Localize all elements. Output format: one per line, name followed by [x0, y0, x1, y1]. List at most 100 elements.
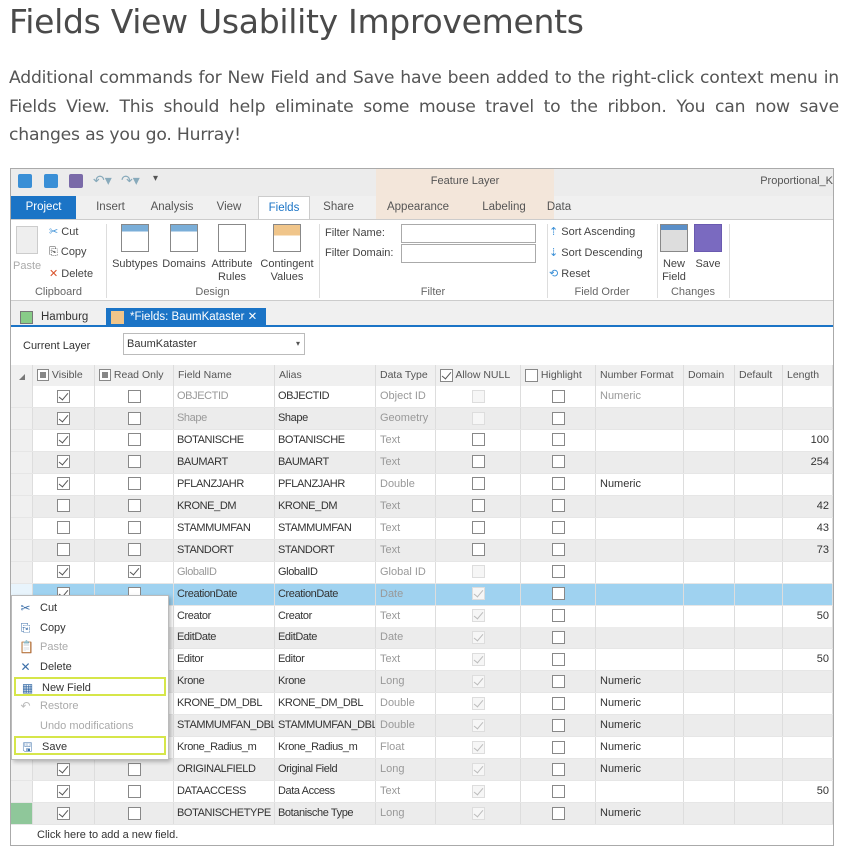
allow-null-cell[interactable] — [436, 583, 521, 605]
default-cell[interactable] — [735, 517, 783, 539]
alias-cell[interactable]: STAMMUMFAN — [275, 517, 376, 539]
length-cell[interactable] — [783, 693, 833, 715]
alias-cell[interactable]: CreationDate — [275, 583, 376, 605]
visible-cell[interactable] — [33, 517, 95, 539]
number-format-cell[interactable] — [596, 583, 684, 605]
table-row[interactable]: KRONE_DM KRONE_DM Text 42 — [11, 495, 833, 518]
field-name-cell[interactable]: CreationDate — [174, 583, 275, 605]
default-cell[interactable] — [735, 386, 783, 407]
tab-view[interactable]: View — [216, 201, 242, 213]
field-name-cell[interactable]: ORIGINALFIELD — [174, 759, 275, 781]
number-format-cell[interactable] — [596, 517, 684, 539]
data-type-cell[interactable]: Text — [376, 429, 436, 451]
table-row[interactable]: DATAACCESS Data Access Text 50 — [11, 781, 833, 804]
filter-domain-input[interactable] — [401, 244, 536, 263]
read-only-checkbox[interactable] — [127, 389, 141, 403]
visible-cell[interactable] — [33, 495, 95, 517]
column-header[interactable]: Field Name — [174, 365, 275, 386]
highlight-cell[interactable] — [521, 495, 596, 517]
data-type-cell[interactable]: Text — [376, 517, 436, 539]
default-cell[interactable] — [735, 781, 783, 803]
highlight-checkbox[interactable] — [551, 389, 565, 403]
number-format-cell[interactable]: Numeric — [596, 759, 684, 781]
contingent-values-button[interactable]: Contingent Values — [259, 224, 315, 284]
read-only-cell[interactable] — [95, 473, 174, 495]
field-name-cell[interactable]: Editor — [174, 649, 275, 671]
field-name-cell[interactable]: Shape — [174, 407, 275, 429]
allow-null-cell[interactable] — [436, 561, 521, 583]
column-header[interactable]: Length — [783, 365, 833, 386]
length-cell[interactable] — [783, 715, 833, 737]
column-header[interactable]: Number Format — [596, 365, 684, 386]
length-cell[interactable] — [783, 583, 833, 605]
select-all-button[interactable] — [11, 365, 33, 386]
attribute-rules-button[interactable]: Attribute Rules — [209, 224, 255, 284]
table-row[interactable]: Shape Shape Geometry — [11, 407, 833, 430]
alias-cell[interactable]: BOTANISCHE — [275, 429, 376, 451]
context-menu-item-new-field[interactable]: ▦ New Field — [14, 677, 166, 697]
field-name-cell[interactable]: STAMMUMFAN_DBL — [174, 715, 275, 737]
allow-null-cell[interactable] — [436, 737, 521, 759]
read-only-checkbox[interactable] — [127, 521, 141, 535]
read-only-checkbox[interactable] — [127, 543, 141, 557]
copy-button[interactable]: ⎘ Copy — [49, 246, 87, 259]
alias-cell[interactable]: Krone_Radius_m — [275, 737, 376, 759]
visible-checkbox[interactable] — [57, 389, 70, 403]
number-format-cell[interactable] — [596, 605, 684, 627]
highlight-checkbox[interactable] — [551, 499, 565, 513]
visible-cell[interactable] — [33, 386, 95, 407]
highlight-cell[interactable] — [521, 627, 596, 649]
read-only-cell[interactable] — [95, 386, 174, 407]
field-name-cell[interactable]: BOTANISCHE — [174, 429, 275, 451]
length-cell[interactable]: 254 — [783, 451, 833, 473]
domain-cell[interactable] — [684, 451, 735, 473]
data-type-cell[interactable]: Text — [376, 495, 436, 517]
default-cell[interactable] — [735, 649, 783, 671]
length-cell[interactable] — [783, 627, 833, 649]
alias-cell[interactable]: KRONE_DM_DBL — [275, 693, 376, 715]
reset-button[interactable]: ⟲ Reset — [549, 267, 590, 280]
highlight-checkbox[interactable] — [551, 631, 565, 645]
domain-cell[interactable] — [684, 539, 735, 561]
read-only-checkbox[interactable] — [127, 499, 141, 513]
alias-cell[interactable]: STAMMUMFAN_DBL — [275, 715, 376, 737]
default-cell[interactable] — [735, 671, 783, 693]
alias-cell[interactable]: Original Field — [275, 759, 376, 781]
field-name-cell[interactable]: Krone_Radius_m — [174, 737, 275, 759]
column-toggle-checkbox[interactable] — [99, 369, 111, 382]
domain-cell[interactable] — [684, 386, 735, 407]
length-cell[interactable] — [783, 386, 833, 407]
customize-toolbar-icon[interactable]: ▾ — [153, 173, 159, 184]
open-project-icon[interactable] — [44, 174, 58, 188]
number-format-cell[interactable]: Numeric — [596, 693, 684, 715]
highlight-cell[interactable] — [521, 781, 596, 803]
context-menu-item-copy[interactable]: ⎘ Copy — [14, 619, 166, 638]
data-type-cell[interactable]: Text — [376, 605, 436, 627]
number-format-cell[interactable] — [596, 539, 684, 561]
row-header[interactable] — [11, 517, 33, 539]
visible-checkbox[interactable] — [57, 784, 70, 798]
field-name-cell[interactable]: Creator — [174, 605, 275, 627]
column-header[interactable]: Domain — [684, 365, 735, 386]
allow-null-cell[interactable] — [436, 495, 521, 517]
alias-cell[interactable]: STANDORT — [275, 539, 376, 561]
read-only-cell[interactable] — [95, 495, 174, 517]
read-only-checkbox[interactable] — [127, 455, 141, 469]
read-only-checkbox[interactable] — [127, 433, 141, 447]
allow-null-checkbox[interactable] — [471, 477, 485, 491]
highlight-cell[interactable] — [521, 539, 596, 561]
alias-cell[interactable]: Botanische Type — [275, 803, 376, 825]
default-cell[interactable] — [735, 759, 783, 781]
read-only-checkbox[interactable] — [127, 762, 141, 776]
tab-fields[interactable]: Fields — [258, 196, 310, 219]
data-type-cell[interactable]: Global ID — [376, 561, 436, 583]
highlight-cell[interactable] — [521, 693, 596, 715]
visible-cell[interactable] — [33, 407, 95, 429]
highlight-checkbox[interactable] — [551, 565, 565, 579]
read-only-checkbox[interactable] — [127, 411, 141, 425]
highlight-cell[interactable] — [521, 386, 596, 407]
default-cell[interactable] — [735, 715, 783, 737]
row-header[interactable] — [11, 495, 33, 517]
data-type-cell[interactable]: Text — [376, 649, 436, 671]
read-only-checkbox[interactable] — [127, 806, 141, 820]
